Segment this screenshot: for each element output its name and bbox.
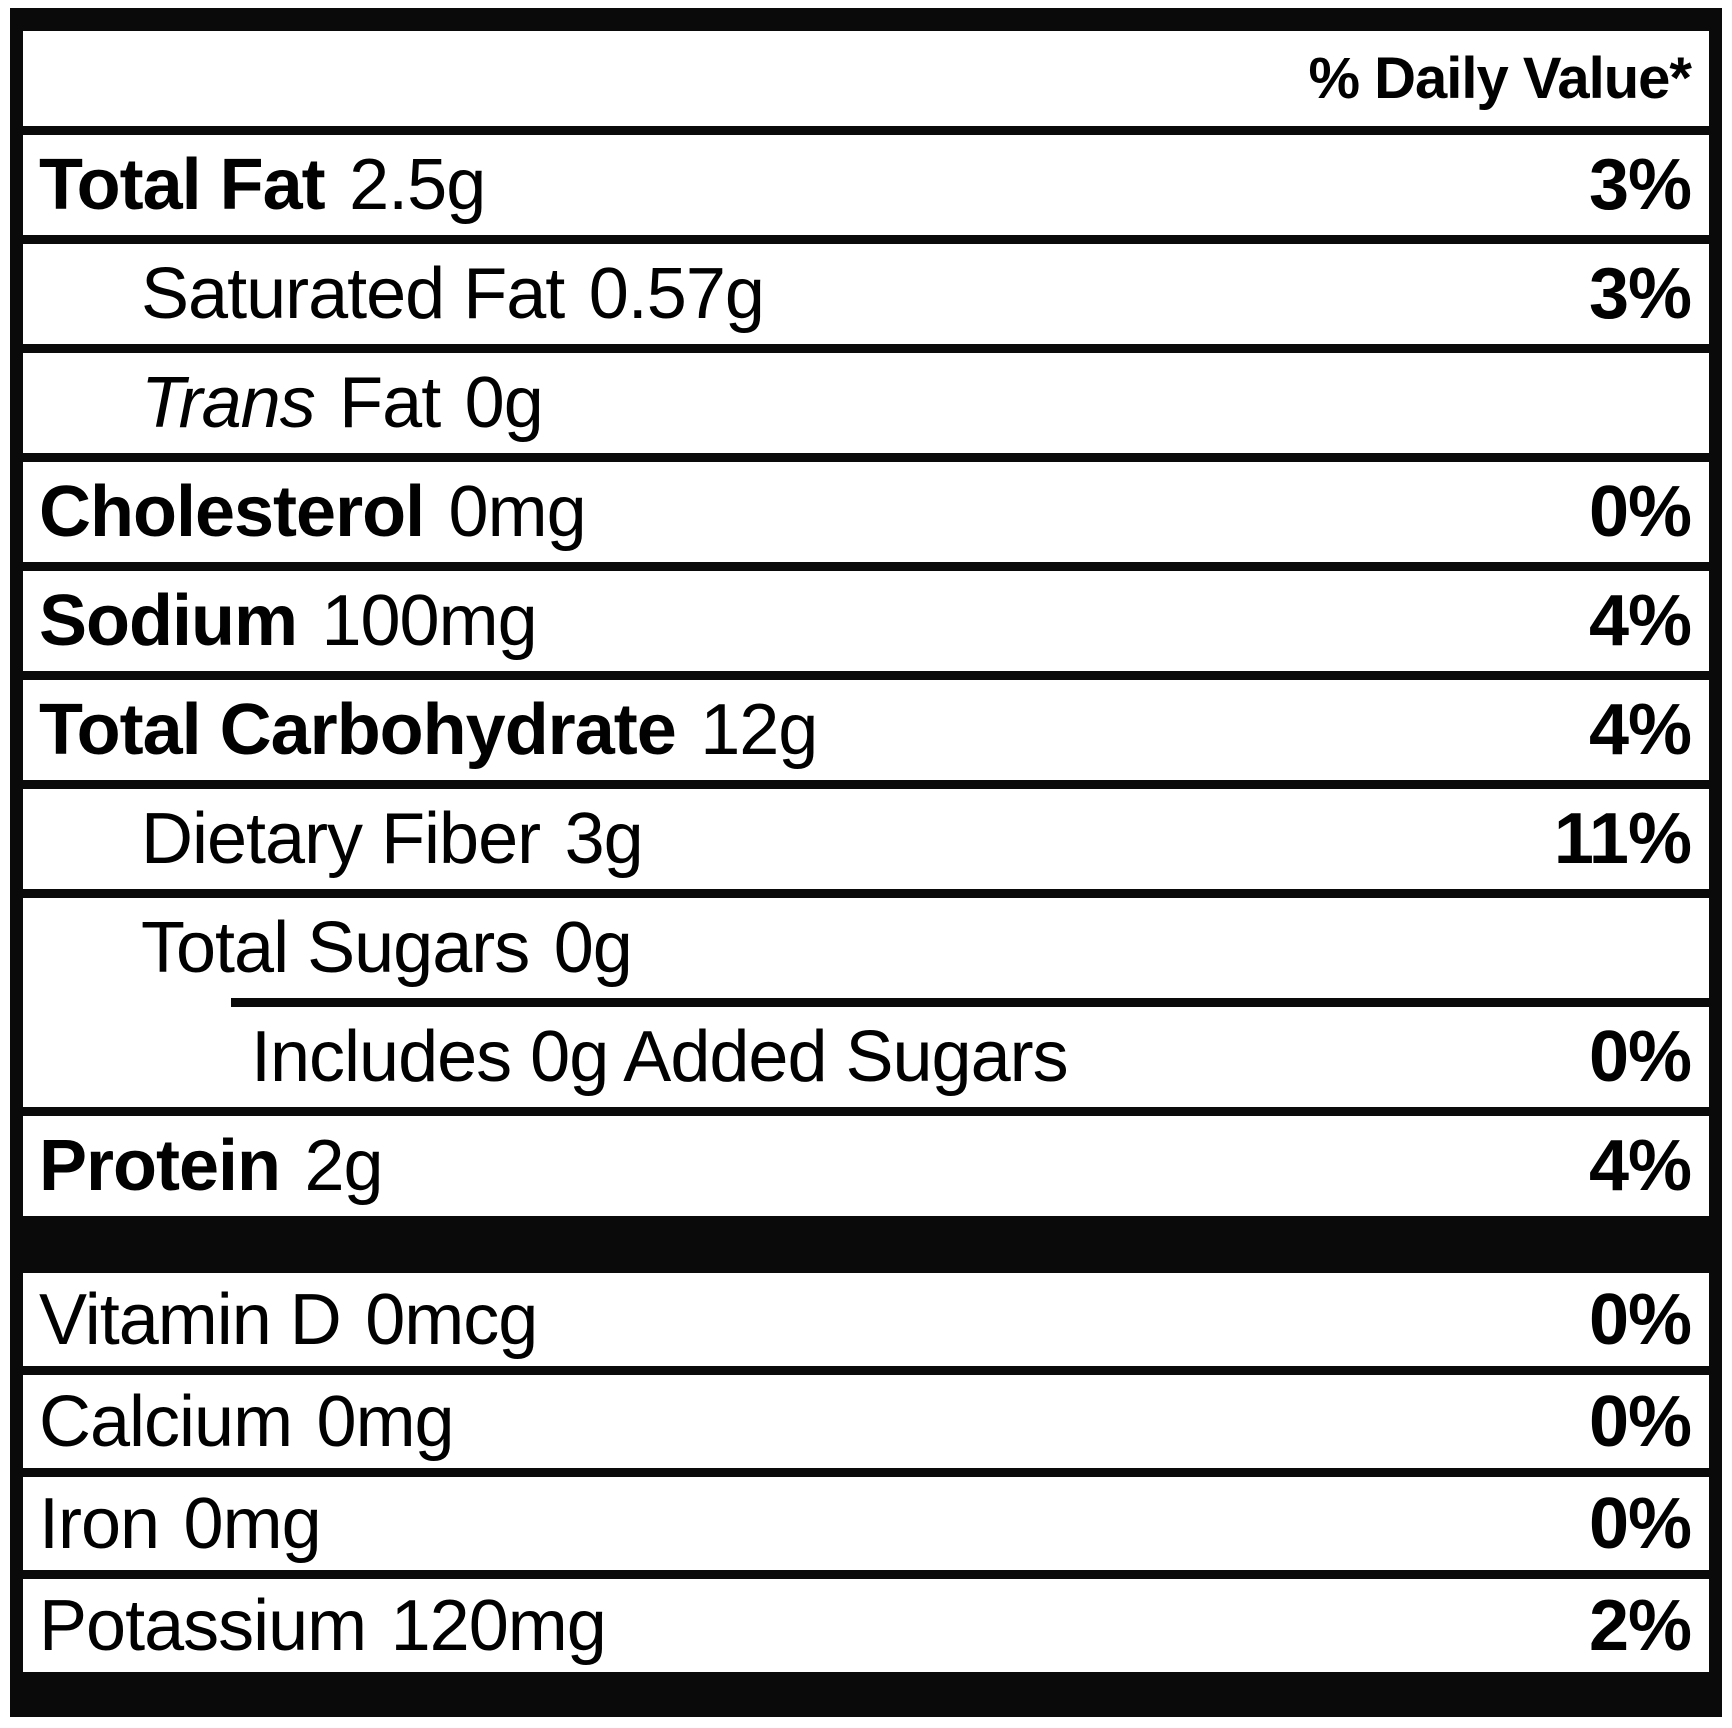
row-cholesterol: Cholesterol 0mg 0% <box>23 462 1709 562</box>
daily-value-header: % Daily Value* <box>23 31 1709 126</box>
divider <box>23 126 1709 135</box>
divider <box>23 1570 1709 1579</box>
daily-value: 3% <box>1588 254 1692 334</box>
divider <box>23 453 1709 462</box>
nutrient-name: Calcium <box>39 1381 293 1462</box>
row-vitamin-d: Vitamin D 0mcg 0% <box>23 1273 1709 1366</box>
nutrient-name: Includes 0g Added Sugars <box>251 1017 1069 1097</box>
divider <box>23 1468 1709 1477</box>
nutrient-name-italic: Trans <box>141 363 316 443</box>
row-added-sugars: Includes 0g Added Sugars 0% <box>23 1007 1709 1107</box>
row-total-sugars: Total Sugars 0g <box>23 898 1709 998</box>
daily-value-header-label: % Daily Value* <box>1308 46 1692 111</box>
row-saturated-fat: Saturated Fat 0.57g 3% <box>23 244 1709 344</box>
daily-value: 4% <box>1588 1126 1692 1206</box>
nutrient-name: Sodium <box>39 581 298 661</box>
nutrient-amount: 0mg <box>316 1381 455 1462</box>
nutrient-name: Fat <box>339 363 441 443</box>
row-calcium: Calcium 0mg 0% <box>23 1375 1709 1468</box>
nutrient-amount: 0mg <box>448 472 587 552</box>
nutrient-name: Protein <box>39 1126 281 1206</box>
nutrient-amount: 0g <box>464 363 544 443</box>
bottom-thick-bar <box>23 1672 1709 1717</box>
nutrient-name: Vitamin D <box>39 1279 342 1360</box>
nutrient-name: Cholesterol <box>39 472 425 552</box>
daily-value: 4% <box>1588 690 1692 770</box>
daily-value: 11% <box>1553 799 1692 879</box>
top-thick-bar <box>10 8 1722 31</box>
daily-value: 0% <box>1588 1381 1692 1462</box>
nutrient-name: Potassium <box>39 1585 367 1666</box>
divider <box>23 344 1709 353</box>
nutrient-name: Dietary Fiber <box>141 799 541 879</box>
nutrient-amount: 2.5g <box>349 145 486 225</box>
daily-value: 2% <box>1588 1585 1692 1666</box>
nutrient-name: Total Sugars <box>141 908 530 988</box>
nutrient-name: Saturated Fat <box>141 254 565 334</box>
nutrient-amount: 120mg <box>390 1585 607 1666</box>
daily-value: 0% <box>1588 1279 1692 1360</box>
divider <box>23 562 1709 571</box>
nutrient-amount: 100mg <box>321 581 537 661</box>
daily-value: 0% <box>1588 472 1692 552</box>
nutrient-name: Total Carbohydrate <box>39 690 677 770</box>
nutrient-amount: 0mg <box>183 1483 322 1564</box>
row-trans-fat: Trans Fat 0g <box>23 353 1709 453</box>
row-total-fat: Total Fat 2.5g 3% <box>23 135 1709 235</box>
nutrient-amount: 12g <box>700 690 818 770</box>
daily-value: 0% <box>1588 1483 1692 1564</box>
divider-indented <box>231 998 1709 1007</box>
nutrient-amount: 2g <box>304 1126 384 1206</box>
nutrient-amount: 0.57g <box>588 254 765 334</box>
divider <box>23 780 1709 789</box>
nutrient-amount: 0mcg <box>365 1279 538 1360</box>
divider <box>23 1366 1709 1375</box>
section-separator-bar <box>23 1216 1709 1273</box>
row-potassium: Potassium 120mg 2% <box>23 1579 1709 1672</box>
row-dietary-fiber: Dietary Fiber 3g 11% <box>23 789 1709 889</box>
label-frame: % Daily Value* Total Fat 2.5g 3% Saturate… <box>10 31 1722 1717</box>
divider <box>23 889 1709 898</box>
row-total-carbohydrate: Total Carbohydrate 12g 4% <box>23 680 1709 780</box>
divider <box>23 1107 1709 1116</box>
nutrient-amount: 0g <box>553 908 633 988</box>
divider <box>23 671 1709 680</box>
row-sodium: Sodium 100mg 4% <box>23 571 1709 671</box>
nutrient-amount: 3g <box>564 799 644 879</box>
row-protein: Protein 2g 4% <box>23 1116 1709 1216</box>
row-iron: Iron 0mg 0% <box>23 1477 1709 1570</box>
daily-value: 3% <box>1588 145 1692 225</box>
daily-value: 4% <box>1588 581 1692 661</box>
nutrient-name: Total Fat <box>39 145 326 225</box>
nutrient-name: Iron <box>39 1483 160 1564</box>
daily-value: 0% <box>1588 1017 1692 1097</box>
divider <box>23 235 1709 244</box>
